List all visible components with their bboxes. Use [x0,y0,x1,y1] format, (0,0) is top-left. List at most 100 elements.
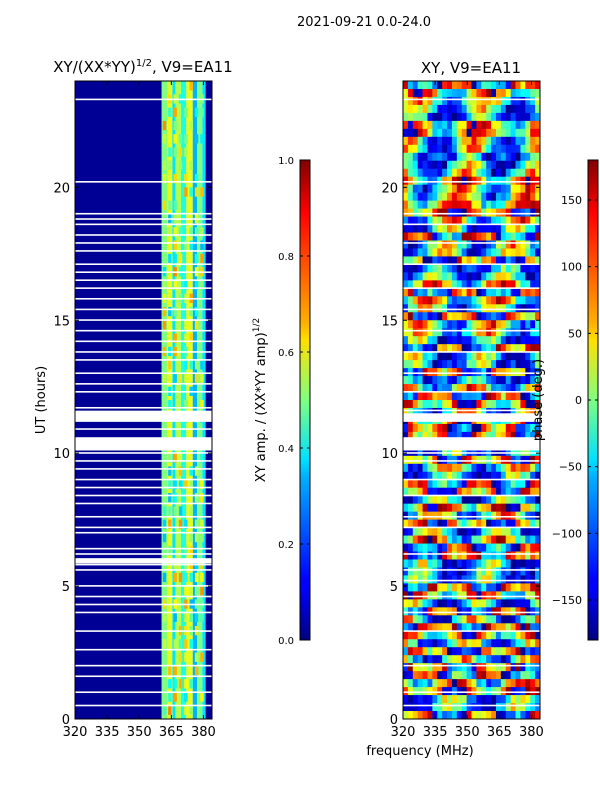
phase-cell [422,320,428,329]
phase-cell [427,104,433,114]
phase-cell [442,232,448,241]
amp-cell [162,612,167,622]
phase-cell [476,471,482,481]
phase-cell [437,631,443,640]
phase-cell [500,639,507,648]
phase-cell [500,487,507,497]
amp-cell [173,679,177,689]
phase-cell [476,256,482,265]
phase-cell [481,711,487,719]
phase-cell [530,280,536,289]
phase-cell [486,575,492,584]
phase-cell [476,168,482,178]
phase-cell [515,599,521,608]
flagged-row [75,319,212,321]
phase-cell [422,176,428,186]
phase-cell [407,136,414,146]
phase-cell [495,503,502,513]
phase-cell [403,136,409,146]
phase-cell [451,479,458,489]
phase-cell [520,623,526,632]
flagged-row [75,372,212,375]
phase-cell [437,120,443,130]
phase-cell [412,168,419,178]
phase-cell [437,503,443,513]
phase-cell [451,152,458,162]
amp-cell [189,160,193,171]
phase-cell [491,136,497,146]
phase-cell [422,344,428,353]
phase-cell [471,136,477,146]
amp-cell [168,253,172,264]
phase-cell [442,104,448,114]
phase-cell [530,176,536,186]
amp-cell [173,227,177,237]
phase-cell [437,447,443,457]
phase-cell [510,176,516,186]
phase-cell [520,663,526,672]
amp-cell [189,572,193,583]
phase-cell [451,535,458,544]
phase-cell [491,296,497,305]
phase-cell [535,376,540,385]
phase-cell [486,104,492,114]
phase-cell [525,663,531,672]
phase-cell [525,431,531,441]
phase-cell [422,192,428,202]
phase-cell [520,455,526,465]
phase-cell [510,463,516,473]
amp-cell [200,227,204,237]
phase-cell [486,631,492,640]
amp-cell [189,679,193,689]
flagged-row [75,494,212,497]
phase-cell [525,671,531,680]
phase-cell [515,695,521,704]
phase-cell [432,487,438,497]
phase-cell [495,160,502,170]
phase-cell [500,232,507,241]
phase-cell [481,495,487,505]
phase-cell [461,280,468,289]
phase-cell [427,184,433,194]
phase-cell [432,184,438,194]
phase-cell [510,304,516,313]
phase-cell [427,288,433,297]
phase-cell [427,112,433,122]
amp-cell [184,333,188,343]
x-tick-label: 335 [423,725,448,740]
phase-cell [437,184,443,194]
phase-cell [500,519,507,528]
phase-cell [510,407,516,417]
phase-cell [437,296,443,305]
phase-cell [471,384,477,393]
phase-cell [442,639,448,648]
amp-cell [200,107,204,117]
phase-cell [417,527,423,536]
phase-cell [456,551,463,560]
phase-cell [510,487,516,497]
phase-cell [505,120,512,130]
phase-cell [427,671,433,680]
phase-cell [471,152,477,162]
phase-cell [515,487,521,497]
phase-cell [495,615,502,624]
phase-cell [495,400,502,409]
amp-cell [168,705,172,716]
phase-cell [437,352,443,361]
flagged-row [75,329,212,332]
x-tick-label: 380 [191,725,216,740]
phase-cell [456,623,463,632]
phase-cell [422,447,428,457]
phase-cell [437,264,443,273]
phase-cell [442,328,448,337]
phase-cell [461,296,468,305]
amp-cell [184,134,188,144]
phase-cell [432,407,438,417]
phase-cell [520,471,526,481]
phase-cell [510,152,516,162]
phase-cell [432,81,438,90]
phase-cell [407,471,414,481]
x-tick-label: 350 [127,725,152,740]
flagged-row [75,611,212,614]
phase-cell [535,400,540,409]
